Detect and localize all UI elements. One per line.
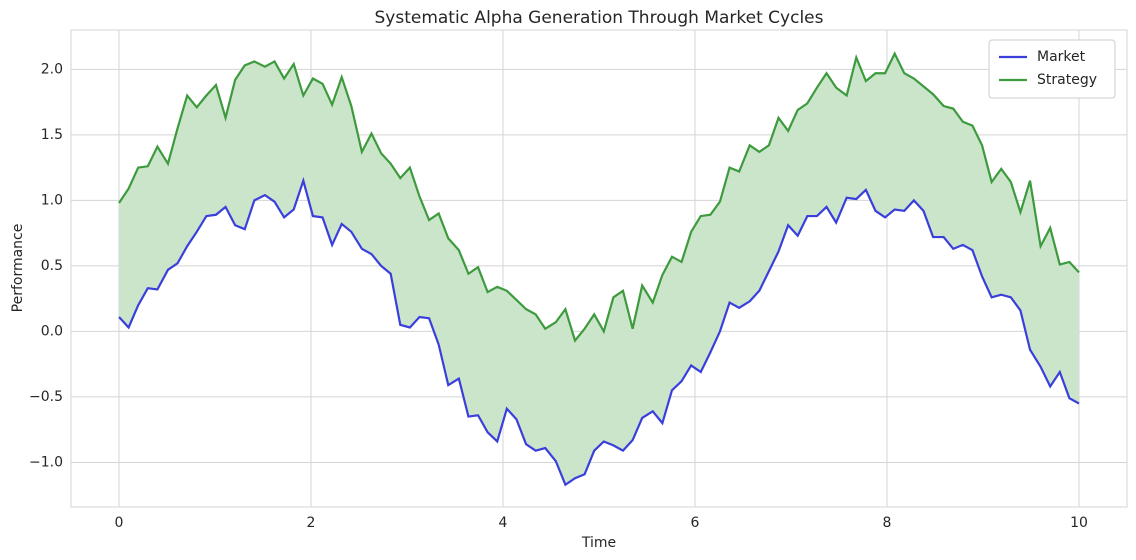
- x-tick-label: 0: [115, 515, 124, 531]
- x-tick-label: 2: [307, 515, 316, 531]
- legend: Market Strategy: [988, 39, 1116, 99]
- x-tick-label: 4: [499, 515, 508, 531]
- line-series: [118, 176, 1080, 487]
- y-tick-label: 1.0: [41, 192, 63, 208]
- legend-label: Strategy: [1037, 72, 1097, 88]
- line-series: [118, 51, 1080, 343]
- y-tick-label: 0.0: [41, 323, 63, 339]
- chart-title: Systematic Alpha Generation Through Mark…: [374, 8, 823, 28]
- x-tick-label: 10: [1070, 515, 1088, 531]
- y-tick-label: 1.5: [41, 127, 63, 143]
- legend-label: Market: [1037, 49, 1086, 65]
- plot-frame: [70, 29, 1128, 508]
- fill-between: [119, 53, 1079, 485]
- y-axis-label: Performance: [10, 224, 26, 313]
- y-tick-label: −0.5: [29, 389, 63, 405]
- x-tick-label: 8: [883, 515, 892, 531]
- legend-box: [988, 39, 1116, 99]
- x-tick-label: 6: [691, 515, 700, 531]
- y-tick-label: 0.5: [41, 258, 63, 274]
- x-axis-label: Time: [581, 535, 616, 551]
- y-tick-label: 2.0: [41, 61, 63, 77]
- y-tick-label: −1.0: [29, 454, 63, 470]
